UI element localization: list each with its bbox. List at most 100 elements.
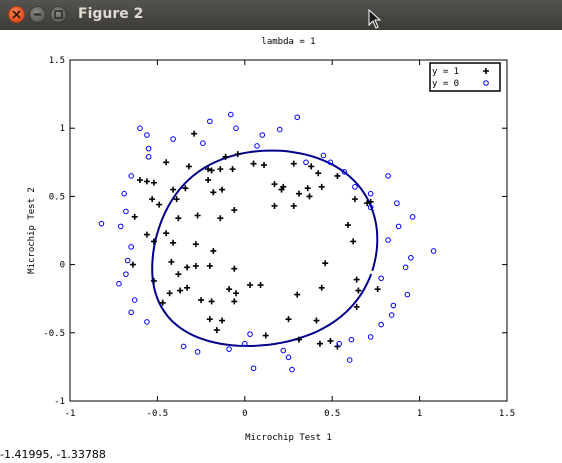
positive-point: [150, 179, 157, 186]
negative-point: [276, 126, 283, 133]
negative-point: [289, 366, 295, 373]
negative-point: [180, 343, 187, 350]
positive-point: [294, 291, 301, 298]
positive-point: [234, 151, 241, 158]
negative-point: [390, 302, 397, 309]
x-tick-label: 0: [242, 409, 247, 419]
negative-point: [348, 336, 355, 343]
positive-point: [271, 181, 278, 188]
y-tick-label: 1: [60, 124, 65, 134]
mouse-pointer-icon: [368, 9, 382, 29]
negative-point: [226, 346, 232, 352]
close-icon: [12, 10, 21, 19]
positive-point: [290, 160, 297, 167]
negative-point: [128, 309, 134, 316]
positive-point: [175, 271, 182, 278]
y-axis-label: Microchip Test 2: [27, 187, 37, 274]
negative-point: [408, 254, 414, 261]
positive-point: [156, 201, 163, 208]
negative-point: [388, 312, 395, 318]
positive-point: [217, 166, 224, 173]
negative-point: [294, 114, 301, 121]
positive-point: [143, 178, 150, 185]
y-tick-label: -0.5: [43, 329, 65, 339]
positive-point: [355, 287, 362, 294]
minimize-window-button[interactable]: [29, 6, 46, 23]
negative-point: [200, 140, 206, 147]
positive-point: [184, 264, 191, 271]
negative-point: [280, 347, 287, 354]
negative-point: [170, 136, 176, 142]
positive-point: [205, 177, 212, 184]
positive-point: [191, 130, 198, 137]
negative-point: [385, 237, 391, 243]
decision-boundary: [151, 149, 379, 348]
positive-point: [313, 317, 320, 324]
positive-point: [184, 284, 191, 291]
legend-box: [429, 62, 501, 92]
positive-point: [205, 166, 212, 173]
negative-point: [404, 291, 411, 298]
positive-point: [192, 262, 199, 269]
positive-point: [163, 230, 170, 237]
positive-point: [350, 238, 357, 245]
positive-point: [290, 202, 297, 209]
positive-point: [364, 200, 371, 207]
maximize-icon: [54, 10, 63, 19]
chart-title: lambda = 1: [261, 37, 315, 47]
window-titlebar: Figure 2: [0, 0, 562, 30]
positive-point: [322, 260, 329, 267]
plot-area[interactable]: -1 -0.5 0 0.5 1 1.5 -1 -0.5 0 0.5 1 1.5 lambda = 1 Mi…: [0, 30, 562, 448]
negative-point: [378, 275, 384, 282]
maximize-window-button[interactable]: [50, 6, 67, 23]
positive-point: [192, 241, 199, 248]
y-tick-label: 0.5: [49, 192, 65, 202]
cursor-coordinates-readout: -1.41995, -1.33788: [0, 448, 106, 461]
positive-point: [351, 196, 358, 203]
negative-point: [303, 159, 309, 166]
positive-point: [261, 162, 268, 169]
negative-point: [336, 340, 342, 347]
negative-point: [320, 152, 327, 159]
positive-point: [318, 183, 325, 190]
positive-point: [247, 282, 254, 289]
x-axis-label: Microchip Test 1: [245, 433, 332, 443]
positive-point: [304, 185, 311, 192]
legend-label: y = 1: [432, 67, 459, 77]
positive-point: [231, 298, 238, 305]
positive-point: [316, 340, 323, 347]
positive-point: [306, 193, 313, 200]
negative-point: [402, 264, 409, 271]
negative-point: [367, 334, 374, 340]
positive-point: [217, 215, 224, 222]
positive-point: [295, 190, 302, 197]
window-title: Figure 2: [78, 6, 144, 22]
negative-point: [259, 132, 266, 138]
positive-point: [206, 262, 213, 269]
positive-point: [159, 299, 166, 306]
negative-point: [430, 248, 437, 254]
positive-point: [198, 297, 205, 304]
positive-point: [219, 186, 226, 193]
negative-point: [207, 118, 213, 125]
positive-point: [213, 327, 220, 334]
positive-point: [206, 316, 213, 323]
positive-point: [229, 166, 236, 173]
negative-point: [341, 169, 348, 175]
negative-point: [352, 184, 358, 190]
negative-point: [123, 271, 129, 277]
negative-point: [121, 190, 127, 197]
positive-point: [177, 287, 184, 294]
positive-point: [295, 336, 302, 343]
negative-point: [233, 125, 239, 131]
legend-marker: [483, 68, 489, 74]
positive-point: [374, 286, 381, 293]
negative-point: [228, 111, 234, 118]
positive-point: [208, 298, 215, 305]
negative-point: [128, 173, 134, 179]
positive-point: [222, 153, 229, 160]
positive-point: [278, 186, 285, 193]
negative-point: [285, 354, 292, 361]
negative-point: [123, 208, 129, 215]
close-window-button[interactable]: [8, 6, 25, 23]
